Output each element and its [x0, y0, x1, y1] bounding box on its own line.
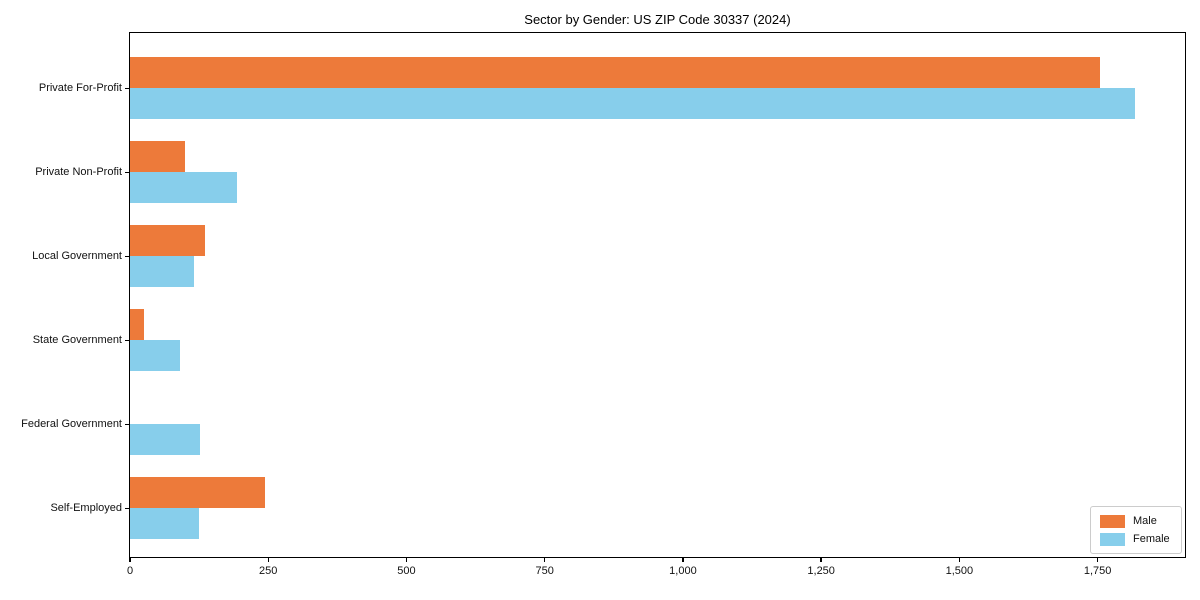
bar-female-federal-government	[130, 424, 201, 456]
bar-male-private-for-profit	[130, 57, 1101, 89]
x-tick-label-1750: 1,750	[1083, 565, 1112, 577]
female-swatch-icon	[1100, 532, 1125, 546]
legend-label-male: Male	[1133, 515, 1157, 527]
bar-male-self-employed	[130, 477, 265, 509]
x-tick-mark	[958, 557, 961, 562]
male-swatch-icon	[1100, 514, 1125, 528]
x-tick-label-0: 0	[126, 565, 134, 577]
y-tick-mark	[125, 255, 130, 258]
x-tick-mark	[267, 557, 269, 562]
y-tick-label-private-for-profit: Private For-Profit	[38, 81, 122, 94]
x-tick-mark	[682, 557, 684, 562]
chart-title: Sector by Gender: US ZIP Code 30337 (202…	[524, 12, 791, 27]
y-tick-label-state-government: State Government	[32, 333, 122, 346]
x-tick-label-1250: 1,250	[807, 565, 835, 577]
bar-female-local-government	[130, 256, 195, 288]
x-tick-label-1500: 1,500	[945, 565, 974, 577]
bar-male-local-government	[130, 225, 206, 257]
y-tick-label-federal-government: Federal Government	[21, 417, 122, 430]
bar-female-private-for-profit	[130, 88, 1136, 120]
y-tick-mark	[125, 423, 130, 426]
y-tick-mark	[125, 171, 130, 174]
y-tick-mark	[125, 87, 130, 90]
x-tick-mark	[405, 557, 408, 562]
x-tick-label-250: 250	[259, 565, 278, 577]
legend-item-male: Male	[1091, 514, 1181, 528]
legend-label-female: Female	[1133, 533, 1170, 545]
bar-female-state-government	[130, 340, 180, 372]
x-tick-mark	[544, 557, 546, 562]
y-tick-label-self-employed: Self-Employed	[50, 501, 122, 514]
y-tick-label-private-non-profit: Private Non-Profit	[35, 165, 122, 178]
bar-female-private-non-profit	[130, 172, 237, 204]
x-tick-mark	[1096, 557, 1099, 562]
bar-female-self-employed	[130, 508, 200, 540]
bar-male-state-government	[130, 309, 144, 341]
x-tick-label-750: 750	[535, 565, 554, 577]
x-tick-mark	[129, 557, 131, 562]
y-tick-mark	[125, 339, 130, 342]
x-tick-mark	[820, 557, 822, 562]
x-tick-label-500: 500	[397, 565, 416, 577]
legend: Male Female	[1090, 506, 1182, 554]
y-tick-label-local-government: Local Government	[32, 249, 122, 262]
legend-item-female: Female	[1091, 532, 1181, 546]
x-tick-label-1000: 1,000	[669, 565, 697, 577]
bar-male-private-non-profit	[130, 141, 186, 173]
plot-area	[130, 33, 1185, 557]
y-tick-mark	[125, 507, 130, 510]
